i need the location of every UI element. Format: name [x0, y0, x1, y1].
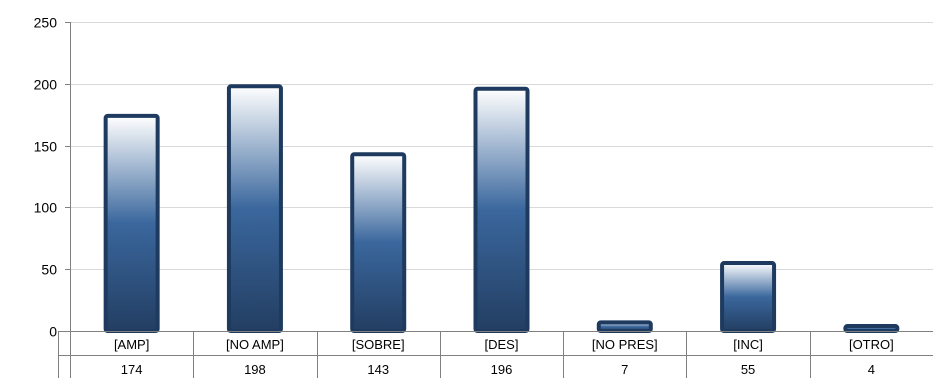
bar-amp — [103, 113, 160, 333]
table-value-cell: 143 — [367, 362, 389, 377]
y-tick-label: 150 — [34, 139, 58, 155]
bar-sobre — [350, 152, 407, 333]
table-value-cell: 198 — [244, 362, 266, 377]
y-tick-label: 50 — [41, 262, 57, 278]
bar-inc — [720, 261, 777, 333]
bar-no-amp — [226, 84, 283, 333]
table-value-cell: 55 — [741, 362, 755, 377]
table-value-cell: 196 — [491, 362, 513, 377]
data-table: [AMP] 174 [NO AMP] 198 [SOBRE] 143 [DES] 196 [NO… — [58, 331, 933, 378]
axes — [58, 22, 933, 332]
y-tick-label: 250 — [34, 15, 58, 31]
x-category-label: [AMP] — [114, 337, 149, 352]
x-category-label: [SOBRE] — [352, 337, 405, 352]
y-axis-ticks: 0 50 100 150 200 250 — [34, 15, 70, 340]
bar-no-pres — [596, 320, 653, 333]
x-category-label: [INC] — [733, 337, 763, 352]
y-tick-label: 100 — [34, 200, 58, 216]
bars — [103, 84, 900, 333]
bar-des — [473, 86, 530, 333]
y-tick-label: 0 — [49, 324, 57, 340]
y-tick-label: 200 — [34, 77, 58, 93]
x-category-label: [NO PRES] — [592, 337, 658, 352]
x-category-label: [DES] — [485, 337, 519, 352]
x-category-label: [NO AMP] — [226, 337, 284, 352]
table-value-cell: 174 — [121, 362, 143, 377]
table-value-cell: 4 — [868, 362, 875, 377]
x-category-label: [OTRO] — [849, 337, 894, 352]
table-value-cell: 7 — [621, 362, 628, 377]
bar-otro — [843, 324, 900, 333]
